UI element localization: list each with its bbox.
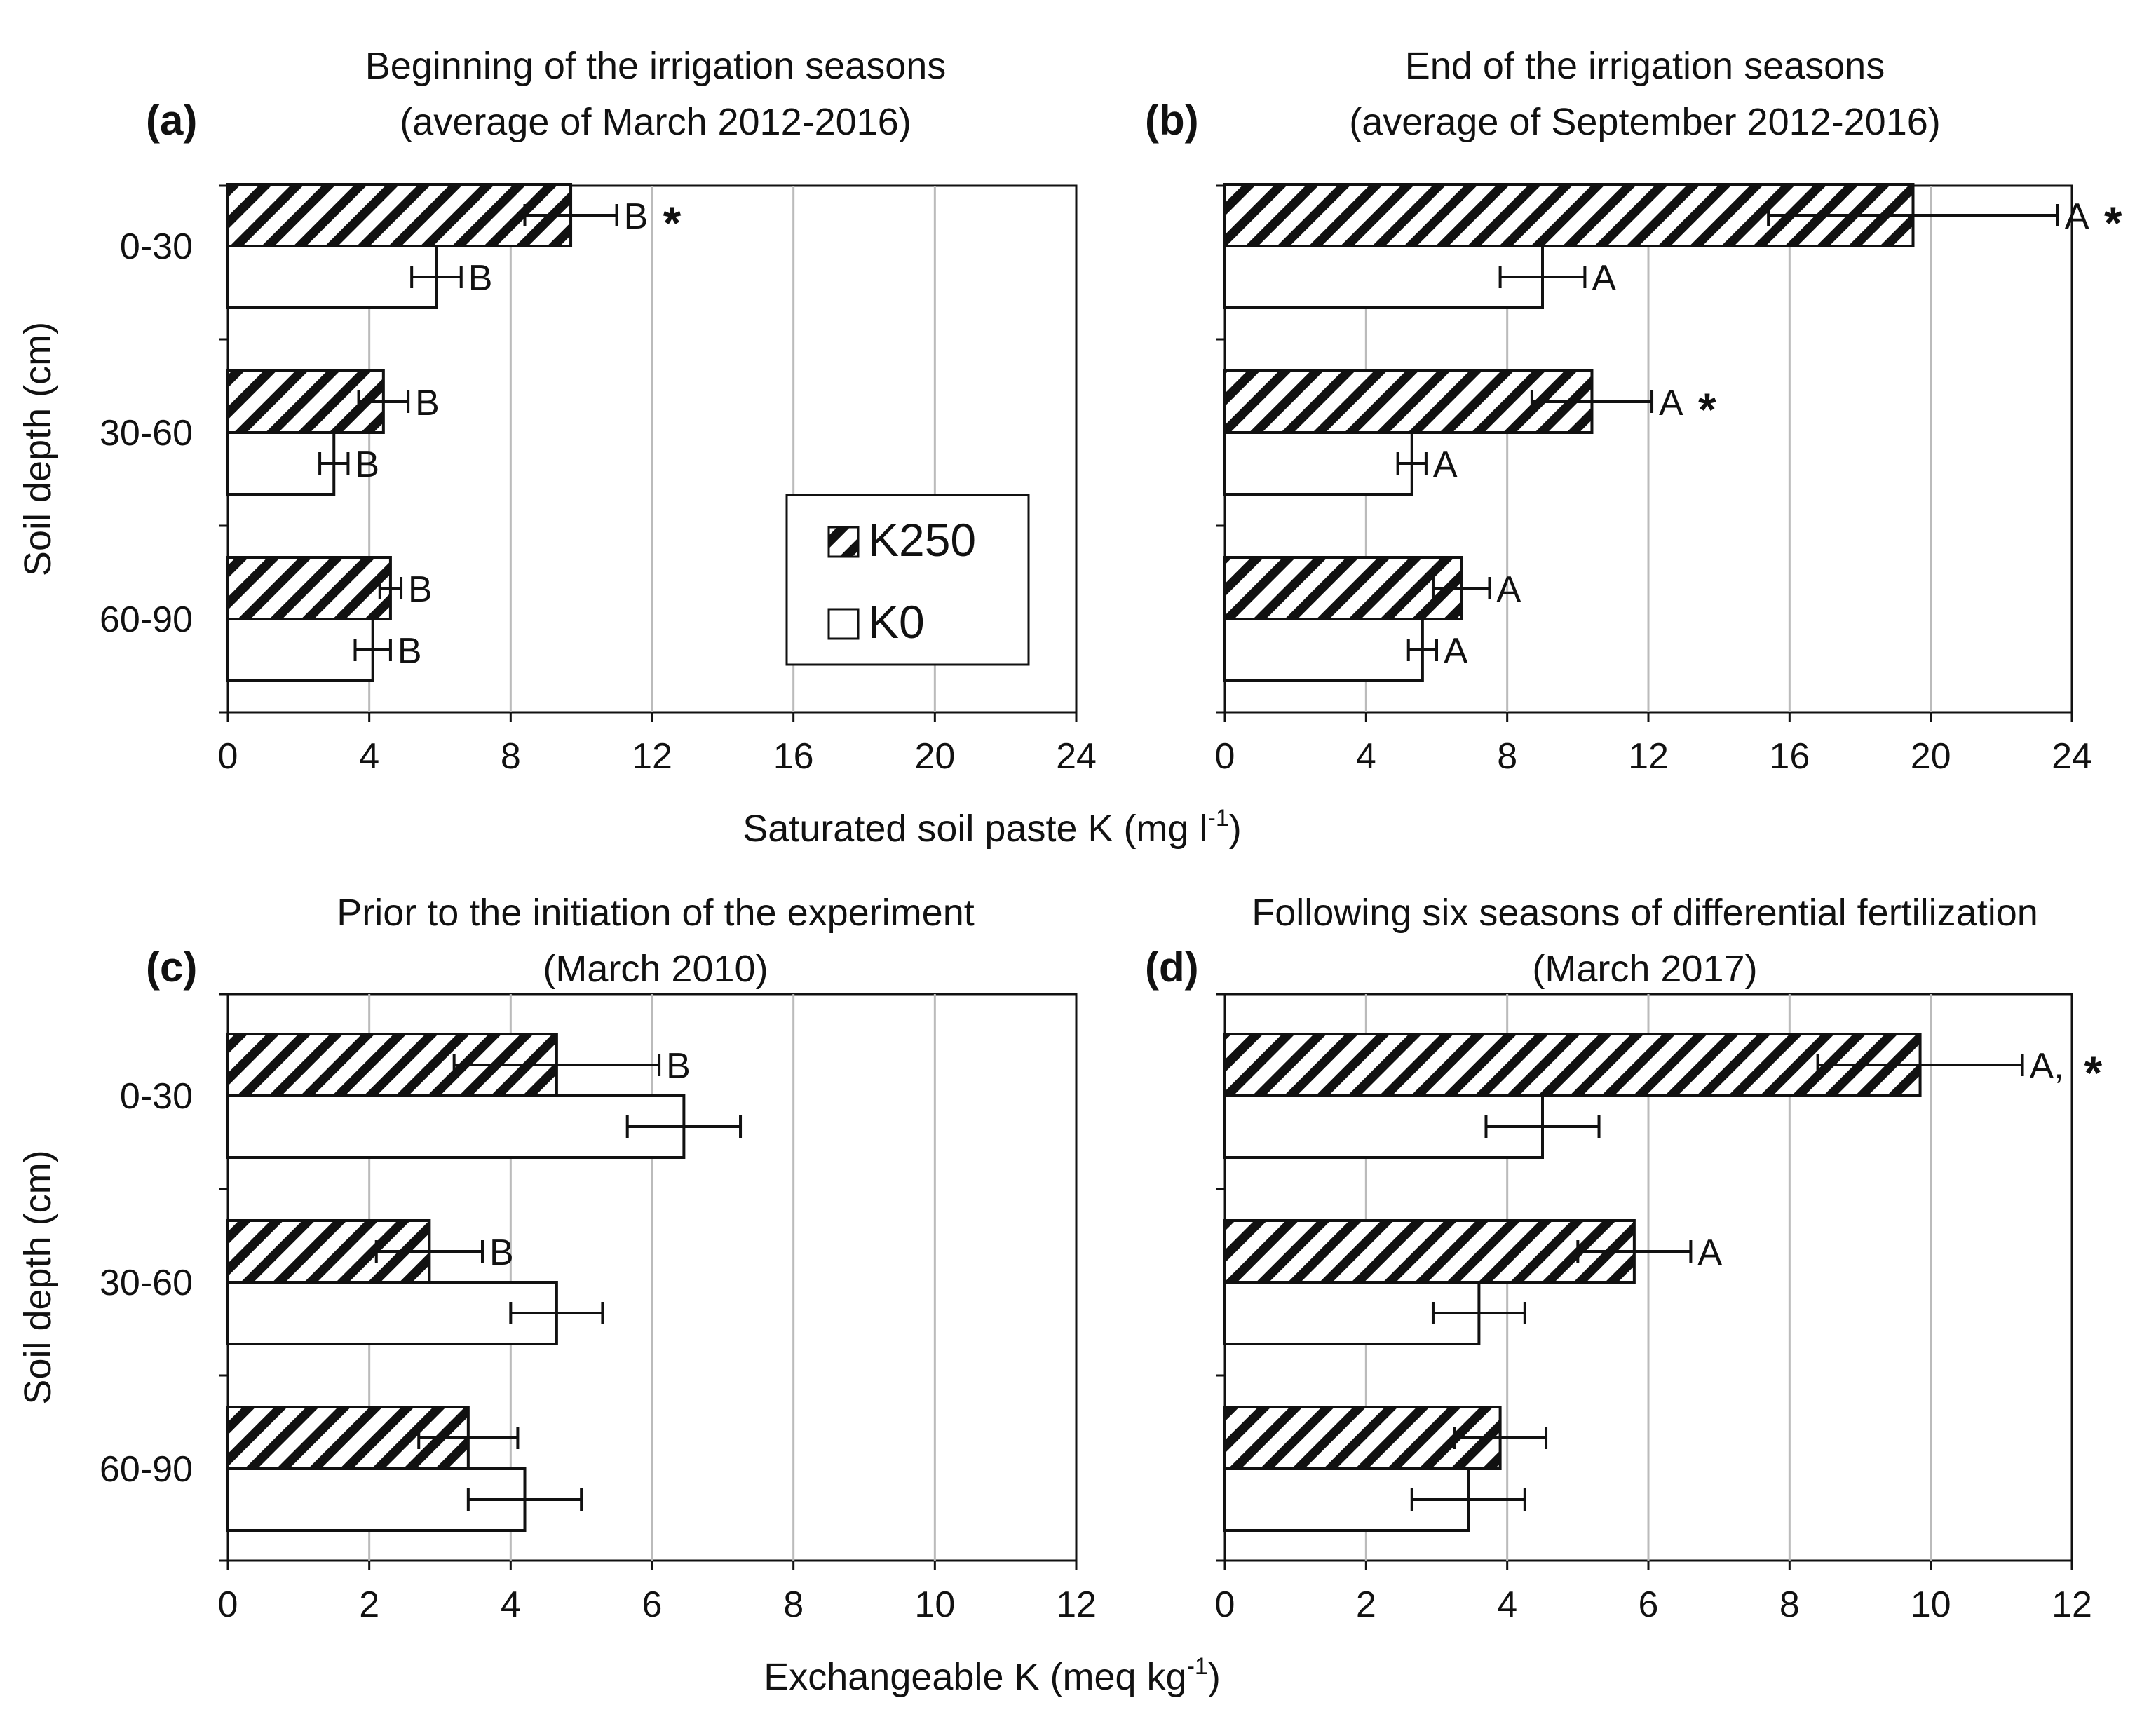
legend: K250 K0 bbox=[785, 494, 1030, 666]
panel-c-x-tick-label: 10 bbox=[914, 1584, 955, 1625]
significance-star: * bbox=[2104, 197, 2122, 249]
significance-letter: A bbox=[1497, 569, 1521, 610]
panel-c-x-tick-label: 0 bbox=[218, 1584, 238, 1625]
panel-d-x-tick-label: 12 bbox=[2052, 1584, 2092, 1625]
legend-label-k250: K250 bbox=[868, 514, 976, 566]
panel-b: End of the irrigation seasons (average of… bbox=[1145, 45, 2122, 777]
significance-letter: A bbox=[1697, 1232, 1722, 1273]
significance-letter: A bbox=[2065, 196, 2089, 237]
panel-c-category-label: 60-90 bbox=[100, 1449, 193, 1490]
significance-letter: B bbox=[398, 631, 422, 672]
significance-letter: B bbox=[468, 258, 493, 299]
panel-c: Prior to the initiation of the experimen… bbox=[17, 892, 1097, 1625]
panel-a-y-axis-label: Soil depth (cm) bbox=[17, 322, 59, 576]
panel-a-x-tick-label: 20 bbox=[914, 736, 955, 777]
bar-k250-0-30 bbox=[1223, 1033, 1922, 1097]
bar-k250-30-60 bbox=[1223, 1219, 1636, 1284]
significance-letter: A bbox=[1433, 444, 1458, 485]
panel-a-x-tick-label: 0 bbox=[218, 736, 238, 777]
legend-box bbox=[785, 494, 1030, 666]
panel-c-letter: (c) bbox=[146, 944, 197, 991]
significance-letter: A bbox=[1592, 258, 1616, 299]
bar-k0-30-60 bbox=[226, 431, 336, 496]
panel-a-x-tick-label: 12 bbox=[632, 736, 672, 777]
panel-a: Beginning of the irrigation seasons (aver… bbox=[17, 45, 1097, 777]
significance-letter: B bbox=[489, 1232, 514, 1273]
panel-c-x-tick-label: 6 bbox=[642, 1584, 663, 1625]
panel-c-subtitle: (March 2010) bbox=[543, 948, 768, 990]
panel-a-subtitle: (average of March 2012-2016) bbox=[400, 101, 911, 143]
significance-star: * bbox=[663, 197, 682, 249]
significance-letter: A bbox=[1444, 631, 1468, 672]
significance-letter: B bbox=[624, 196, 649, 237]
panel-c-x-tick-label: 8 bbox=[783, 1584, 804, 1625]
bar-k0-0-30 bbox=[226, 245, 438, 309]
significance-star: * bbox=[2084, 1047, 2103, 1099]
panel-b-x-tick-label: 4 bbox=[1356, 736, 1376, 777]
panel-b-letter: (b) bbox=[1145, 97, 1199, 144]
significance-letter: A, bbox=[2030, 1046, 2064, 1087]
panel-d-title: Following six seasons of differential fe… bbox=[1252, 892, 2038, 934]
bottom-x-axis-label: Exchangeable K (meq kg-1) bbox=[764, 1653, 1221, 1698]
bar-k0-60-90 bbox=[1223, 618, 1424, 682]
panel-d-x-tick-label: 10 bbox=[1911, 1584, 1951, 1625]
bar-k0-0-30 bbox=[226, 1094, 686, 1159]
panel-b-x-tick-label: 0 bbox=[1215, 736, 1235, 777]
bar-k0-0-30 bbox=[1223, 245, 1544, 309]
panel-a-title: Beginning of the irrigation seasons bbox=[365, 45, 947, 87]
panel-d-subtitle: (March 2017) bbox=[1532, 948, 1757, 990]
panel-c-category-label: 30-60 bbox=[100, 1263, 193, 1303]
panel-a-category-label: 30-60 bbox=[100, 413, 193, 454]
bar-k0-30-60 bbox=[1223, 431, 1413, 496]
significance-letter: A bbox=[1659, 383, 1683, 423]
panel-a-letter: (a) bbox=[146, 97, 197, 144]
panel-d-x-tick-label: 2 bbox=[1356, 1584, 1376, 1625]
bar-k250-0-30 bbox=[226, 183, 573, 247]
significance-star: * bbox=[1698, 383, 1716, 435]
panel-b-x-tick-label: 24 bbox=[2052, 736, 2092, 777]
bar-k0-0-30 bbox=[1223, 1094, 1544, 1159]
bar-k250-60-90 bbox=[1223, 556, 1463, 620]
legend-swatch-k0 bbox=[827, 608, 860, 640]
panel-a-category-label: 0-30 bbox=[120, 226, 193, 267]
panel-a-x-tick-label: 24 bbox=[1056, 736, 1097, 777]
panel-d-x-tick-label: 0 bbox=[1215, 1584, 1235, 1625]
panel-c-x-tick-label: 4 bbox=[501, 1584, 521, 1625]
panel-a-x-tick-label: 8 bbox=[501, 736, 521, 777]
panel-d-letter: (d) bbox=[1145, 944, 1199, 991]
significance-letter: B bbox=[415, 383, 440, 423]
panel-b-x-tick-label: 8 bbox=[1497, 736, 1517, 777]
panel-b-x-tick-label: 16 bbox=[1769, 736, 1810, 777]
panel-d-x-tick-label: 6 bbox=[1639, 1584, 1659, 1625]
significance-letter: B bbox=[355, 444, 379, 485]
panel-c-x-tick-label: 2 bbox=[359, 1584, 379, 1625]
panel-a-category-label: 60-90 bbox=[100, 599, 193, 640]
panel-b-x-tick-label: 12 bbox=[1628, 736, 1669, 777]
panel-c-x-tick-label: 12 bbox=[1056, 1584, 1097, 1625]
panel-b-subtitle: (average of September 2012-2016) bbox=[1349, 101, 1941, 143]
bar-k250-60-90 bbox=[226, 556, 392, 620]
legend-label-k0: K0 bbox=[868, 596, 925, 648]
panel-d-x-tick-label: 4 bbox=[1497, 1584, 1517, 1625]
panel-c-title: Prior to the initiation of the experimen… bbox=[337, 892, 974, 934]
bar-k0-30-60 bbox=[226, 1281, 558, 1345]
panel-b-title: End of the irrigation seasons bbox=[1405, 45, 1885, 87]
panel-b-x-tick-label: 20 bbox=[1911, 736, 1951, 777]
significance-letter: B bbox=[408, 569, 433, 610]
bar-k0-60-90 bbox=[226, 618, 374, 682]
legend-swatch-k250 bbox=[827, 526, 860, 558]
significance-letter: B bbox=[666, 1046, 691, 1087]
panel-c-y-axis-label: Soil depth (cm) bbox=[17, 1150, 59, 1404]
panel-d-x-tick-label: 8 bbox=[1779, 1584, 1800, 1625]
panel-c-category-label: 0-30 bbox=[120, 1076, 193, 1117]
panel-a-x-tick-label: 16 bbox=[773, 736, 814, 777]
panel-d: Following six seasons of differential fe… bbox=[1145, 892, 2103, 1625]
panel-a-x-tick-label: 4 bbox=[359, 736, 379, 777]
top-x-axis-label: Saturated soil paste K (mg l-1) bbox=[743, 805, 1242, 850]
